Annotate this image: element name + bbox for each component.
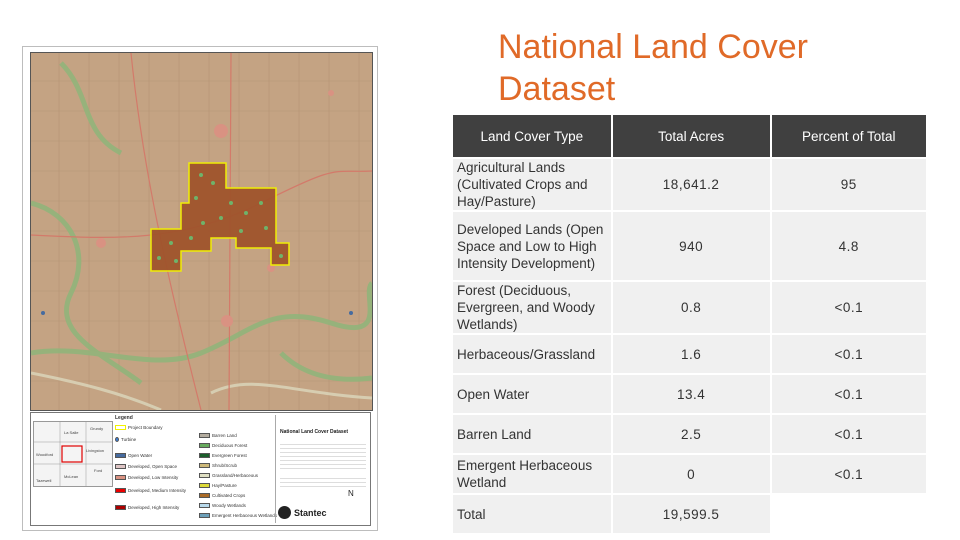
total-acres: 19,599.5 (612, 493, 772, 533)
legend-swatch (199, 453, 210, 459)
legend-swatch (115, 453, 126, 459)
land-cover-type: Emergent Herbaceous Wetland (453, 453, 613, 493)
table-header-row: Land Cover Type Total Acres Percent of T… (453, 115, 926, 157)
inset-label: Grundy (90, 426, 103, 431)
legend-item: Grassland/Herbaceous (199, 473, 258, 479)
legend-swatch (199, 483, 210, 489)
legend-item: Shrub/Scrub (199, 463, 237, 469)
land-cover-type: Open Water (453, 373, 613, 413)
total-acres: 0.8 (612, 280, 772, 333)
legend-item: Developed, Open Space (115, 464, 177, 470)
percent-of-total: <0.1 (771, 373, 926, 413)
map-scale-info (280, 475, 366, 489)
column-header: Total Acres (612, 115, 772, 157)
percent-of-total (771, 493, 926, 533)
map-project-info (280, 441, 366, 471)
legend-swatch (115, 475, 126, 481)
land-cover-type: Developed Lands (Open Space and Low to H… (453, 210, 613, 280)
legend-item: Developed, Medium Intensity (115, 488, 186, 494)
legend-swatch (115, 437, 119, 443)
table-row: Developed Lands (Open Space and Low to H… (453, 210, 926, 280)
map-title-block: National Land Cover Dataset N Stantec (275, 415, 371, 523)
total-acres: 18,641.2 (612, 157, 772, 210)
percent-of-total: 95 (771, 157, 926, 210)
map-side-note (23, 50, 27, 210)
table-row: Agricultural Lands (Cultivated Crops and… (453, 157, 926, 210)
table-row: Herbaceous/Grassland 1.6 <0.1 (453, 333, 926, 373)
column-header: Land Cover Type (453, 115, 613, 157)
legend-swatch (199, 433, 210, 439)
legend-swatch (199, 503, 210, 509)
legend-item: Project Boundary (115, 425, 163, 431)
inset-label: Livingston (86, 448, 104, 453)
land-cover-map-image (31, 53, 372, 410)
percent-of-total: <0.1 (771, 280, 926, 333)
legend-swatch (199, 443, 210, 449)
map-title: National Land Cover Dataset (280, 429, 349, 435)
legend-swatch (199, 493, 210, 499)
legend-item: Turbine (115, 437, 136, 443)
legend-swatch (199, 513, 210, 519)
land-cover-type: Total (453, 493, 613, 533)
legend-item: Woody Wetlands (199, 503, 246, 509)
legend-item: Barren Land (199, 433, 237, 439)
legend-item: Evergreen Forest (199, 453, 247, 459)
total-acres: 13.4 (612, 373, 772, 413)
inset-label: Woodford (36, 452, 53, 457)
inset-label: Ford (94, 468, 102, 473)
land-cover-map (30, 52, 373, 411)
inset-label: Tazewell (36, 478, 51, 483)
land-cover-type: Herbaceous/Grassland (453, 333, 613, 373)
inset-label: La Salle (64, 430, 79, 435)
table-row: Emergent Herbaceous Wetland 0 <0.1 (453, 453, 926, 493)
percent-of-total: <0.1 (771, 413, 926, 453)
percent-of-total: 4.8 (771, 210, 926, 280)
table-row: Barren Land 2.5 <0.1 (453, 413, 926, 453)
legend-title: Legend (115, 415, 133, 421)
slide-title: National Land Cover Dataset (498, 28, 808, 108)
legend-swatch (115, 425, 126, 431)
inset-label: McLean (64, 474, 78, 479)
north-arrow-icon: N (348, 489, 354, 498)
legend-item: Hay/Pasture (199, 483, 237, 489)
table-row: Open Water 13.4 <0.1 (453, 373, 926, 413)
land-cover-type: Barren Land (453, 413, 613, 453)
legend-item: Deciduous Forest (199, 443, 247, 449)
company-name: Stantec (294, 508, 327, 518)
stantec-logo-icon (278, 506, 291, 519)
locator-inset-image: La Salle Livingston Grundy Woodford McLe… (34, 422, 112, 486)
legend-item: Cultivated Crops (199, 493, 245, 499)
legend-item: Developed, High Intensity (115, 505, 179, 511)
total-acres: 940 (612, 210, 772, 280)
legend-swatch (199, 473, 210, 479)
land-cover-type: Forest (Deciduous, Evergreen, and Woody … (453, 280, 613, 333)
total-acres: 1.6 (612, 333, 772, 373)
legend-item: Emergent Herbaceous Wetlands (199, 513, 277, 519)
total-acres: 2.5 (612, 413, 772, 453)
percent-of-total: <0.1 (771, 453, 926, 493)
table-total-row: Total 19,599.5 (453, 493, 926, 533)
land-cover-table: Land Cover Type Total Acres Percent of T… (453, 115, 926, 533)
table-row: Forest (Deciduous, Evergreen, and Woody … (453, 280, 926, 333)
legend-swatch (115, 505, 126, 511)
legend-item: Open Water (115, 453, 152, 459)
map-legend-panel: La Salle Livingston Grundy Woodford McLe… (30, 412, 371, 526)
legend-swatch (115, 464, 126, 470)
locator-inset-map: La Salle Livingston Grundy Woodford McLe… (33, 421, 113, 487)
legend-swatch (115, 488, 126, 494)
total-acres: 0 (612, 453, 772, 493)
percent-of-total: <0.1 (771, 333, 926, 373)
land-cover-type: Agricultural Lands (Cultivated Crops and… (453, 157, 613, 210)
legend-swatch (199, 463, 210, 469)
legend-item: Developed, Low Intensity (115, 475, 178, 481)
column-header: Percent of Total (771, 115, 926, 157)
